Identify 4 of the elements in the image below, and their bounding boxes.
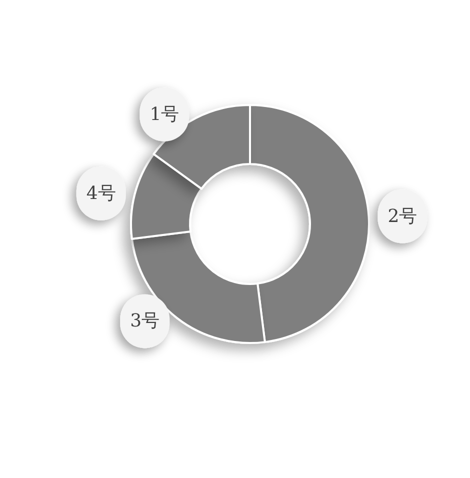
slice-label: 1号 xyxy=(150,104,180,125)
slice-label: 4号 xyxy=(86,182,116,204)
slice-label: 3号 xyxy=(130,310,160,332)
slice-label: 2号 xyxy=(388,206,418,227)
